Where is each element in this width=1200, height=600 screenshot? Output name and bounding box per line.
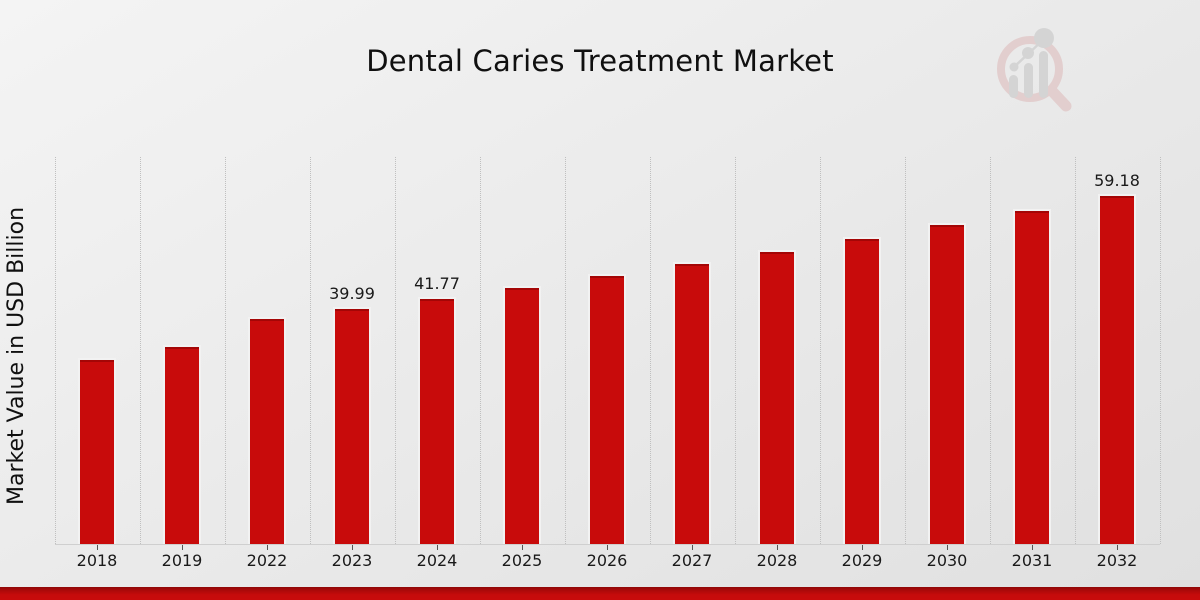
gridline (650, 157, 651, 544)
x-axis-tick (607, 545, 608, 550)
bar-2028 (758, 250, 796, 544)
gridline (905, 157, 906, 544)
bar-chart-plot-area: 2018 2019 2022 39.99 2023 41.77 2024 2025 2026 20… (55, 150, 1161, 570)
x-axis-tick (437, 545, 438, 550)
gridline (565, 157, 566, 544)
gridline (310, 157, 311, 544)
x-axis-tick (267, 545, 268, 550)
x-axis-label-2022: 2022 (246, 551, 288, 570)
bar-2027 (673, 262, 711, 544)
x-axis-tick (97, 545, 98, 550)
x-axis-tick (1117, 545, 1118, 550)
bar-value-label-2023: 39.99 (329, 284, 375, 303)
y-axis-label: Market Value in USD Billion (4, 206, 29, 506)
x-axis-label-2026: 2026 (586, 551, 628, 570)
x-axis-label-2018: 2018 (76, 551, 118, 570)
bar-2019 (163, 345, 201, 544)
x-axis-tick (947, 545, 948, 550)
magnifier-icon (997, 36, 1072, 112)
bar-2018 (78, 358, 116, 544)
x-axis-label-2024: 2024 (416, 551, 458, 570)
x-axis-label-2023: 2023 (331, 551, 373, 570)
x-axis-label-2031: 2031 (1011, 551, 1053, 570)
x-axis-label-2025: 2025 (501, 551, 543, 570)
x-axis-tick (862, 545, 863, 550)
gridline (1160, 157, 1161, 544)
chart-title: Dental Caries Treatment Market (366, 44, 834, 78)
gridline (735, 157, 736, 544)
bar-2026 (588, 274, 626, 544)
x-axis-label-2027: 2027 (671, 551, 713, 570)
x-axis-label-2032: 2032 (1096, 551, 1138, 570)
gridline (480, 157, 481, 544)
bar-2032 (1098, 194, 1136, 544)
gridline (395, 157, 396, 544)
bar-2024 (418, 297, 456, 544)
bar-2030 (928, 223, 966, 544)
market-research-future-logo-icon (997, 28, 1072, 112)
bar-2023 (333, 307, 371, 544)
x-axis-tick (352, 545, 353, 550)
bar-2031 (1013, 209, 1051, 544)
bar-2025 (503, 286, 541, 544)
gridline (820, 157, 821, 544)
bar-2029 (843, 237, 881, 544)
bar-2022 (248, 317, 286, 544)
x-axis-tick (1032, 545, 1033, 550)
x-axis-label-2030: 2030 (926, 551, 968, 570)
bar-value-label-2032: 59.18 (1094, 171, 1140, 190)
bar-growth-icon (1009, 28, 1054, 98)
x-axis-tick (777, 545, 778, 550)
gridline (1075, 157, 1076, 544)
x-axis-label-2028: 2028 (756, 551, 798, 570)
gridline (990, 157, 991, 544)
gridline (140, 157, 141, 544)
x-axis-label-2019: 2019 (161, 551, 203, 570)
bar-value-label-2024: 41.77 (414, 274, 460, 293)
x-axis-tick (692, 545, 693, 550)
x-axis-tick (522, 545, 523, 550)
gridline (225, 157, 226, 544)
bottom-accent-strip (0, 587, 1200, 600)
x-axis-label-2029: 2029 (841, 551, 883, 570)
gridline (55, 157, 56, 544)
x-axis-tick (182, 545, 183, 550)
